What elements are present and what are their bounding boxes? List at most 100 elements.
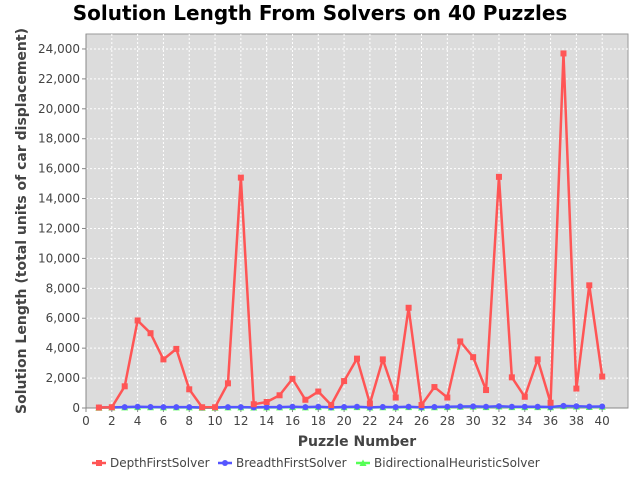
data-point bbox=[366, 400, 373, 407]
axes: 0 2,000 4,000 6,000 8,000 10,000 12,000 14,000 1… bbox=[38, 34, 628, 428]
data-point bbox=[457, 338, 464, 345]
data-point bbox=[560, 50, 567, 57]
x-tick-label: 22 bbox=[362, 414, 377, 428]
legend-label: DepthFirstSolver bbox=[110, 456, 210, 470]
legend-marker bbox=[96, 460, 102, 466]
data-point bbox=[250, 401, 257, 408]
data-point bbox=[302, 404, 309, 411]
data-point bbox=[328, 402, 335, 409]
x-tick-label: 32 bbox=[491, 414, 506, 428]
data-point bbox=[224, 404, 231, 411]
data-point bbox=[147, 330, 154, 337]
x-tick-label: 6 bbox=[160, 414, 168, 428]
data-point bbox=[457, 403, 464, 410]
data-point bbox=[573, 403, 580, 410]
data-point bbox=[405, 304, 412, 311]
legend-item: BreadthFirstSolver bbox=[218, 456, 347, 470]
data-point bbox=[121, 404, 128, 411]
data-point bbox=[392, 404, 399, 411]
y-tick-label: 10,000 bbox=[38, 251, 80, 265]
data-point bbox=[315, 403, 322, 410]
data-point bbox=[276, 404, 283, 411]
data-point bbox=[289, 375, 296, 382]
data-point bbox=[508, 374, 515, 381]
data-point bbox=[470, 403, 477, 410]
x-tick-label: 4 bbox=[134, 414, 142, 428]
y-tick-label: 16,000 bbox=[38, 162, 80, 176]
data-point bbox=[354, 355, 360, 362]
x-tick-label: 0 bbox=[82, 414, 90, 428]
data-point bbox=[276, 392, 283, 399]
y-tick-label: 12,000 bbox=[38, 221, 80, 235]
data-point bbox=[521, 393, 528, 400]
data-point bbox=[341, 403, 348, 410]
data-point bbox=[302, 396, 309, 403]
y-tick-label: 24,000 bbox=[38, 42, 80, 56]
plot-area bbox=[85, 33, 629, 409]
data-point bbox=[379, 356, 386, 363]
data-point bbox=[470, 354, 477, 361]
data-point bbox=[237, 174, 244, 181]
x-tick-label: 40 bbox=[595, 414, 610, 428]
data-point bbox=[483, 403, 490, 410]
data-point bbox=[392, 394, 399, 401]
x-tick-label: 8 bbox=[185, 414, 193, 428]
y-tick-label: 20,000 bbox=[38, 102, 80, 116]
y-tick-label: 4,000 bbox=[46, 341, 80, 355]
data-point bbox=[379, 403, 386, 410]
chart-title: Solution Length From Solvers on 40 Puzzl… bbox=[73, 1, 568, 25]
data-point bbox=[186, 386, 193, 393]
data-point bbox=[431, 384, 438, 391]
series-line bbox=[98, 404, 603, 409]
data-point bbox=[224, 380, 231, 387]
y-tick-label: 18,000 bbox=[38, 132, 80, 146]
series-lines bbox=[95, 50, 606, 411]
data-point bbox=[199, 404, 206, 411]
legend-item: DepthFirstSolver bbox=[92, 456, 210, 470]
data-point bbox=[289, 403, 296, 410]
data-point bbox=[534, 356, 541, 363]
data-point bbox=[573, 385, 580, 392]
x-tick-label: 26 bbox=[414, 414, 429, 428]
data-point bbox=[586, 403, 593, 410]
legend-label: BidirectionalHeuristicSolver bbox=[374, 456, 540, 470]
x-tick-label: 20 bbox=[336, 414, 351, 428]
data-point bbox=[173, 345, 180, 352]
x-tick-label: 10 bbox=[207, 414, 222, 428]
data-point bbox=[534, 403, 541, 410]
y-axis-label: Solution Length (total units of car disp… bbox=[14, 28, 30, 414]
y-tick-label: 2,000 bbox=[46, 371, 80, 385]
data-point bbox=[263, 404, 270, 411]
data-point bbox=[508, 403, 515, 410]
data-point bbox=[418, 402, 425, 409]
x-tick-label: 28 bbox=[440, 414, 455, 428]
data-point bbox=[483, 387, 490, 394]
y-tick-label: 14,000 bbox=[38, 192, 80, 206]
x-tick-label: 34 bbox=[517, 414, 532, 428]
y-tick-label: 6,000 bbox=[46, 311, 80, 325]
data-point bbox=[134, 403, 141, 410]
x-tick-label: 16 bbox=[285, 414, 300, 428]
data-point bbox=[495, 173, 502, 180]
data-point bbox=[160, 356, 167, 363]
data-point bbox=[560, 402, 567, 409]
data-point bbox=[495, 403, 502, 410]
data-point bbox=[147, 403, 154, 410]
data-point bbox=[521, 403, 528, 410]
y-tick-label: 22,000 bbox=[38, 72, 80, 86]
data-point bbox=[186, 404, 193, 411]
data-point bbox=[586, 282, 593, 289]
data-point bbox=[173, 404, 180, 411]
x-tick-label: 36 bbox=[543, 414, 558, 428]
data-point bbox=[315, 388, 322, 395]
data-point bbox=[121, 383, 128, 390]
legend-marker bbox=[222, 460, 228, 466]
data-point bbox=[599, 373, 606, 380]
x-tick-label: 12 bbox=[233, 414, 248, 428]
x-tick-label: 24 bbox=[388, 414, 403, 428]
series-line bbox=[98, 52, 604, 409]
y-tick-label: 8,000 bbox=[46, 281, 80, 295]
data-point bbox=[444, 403, 451, 410]
data-point bbox=[547, 399, 554, 406]
